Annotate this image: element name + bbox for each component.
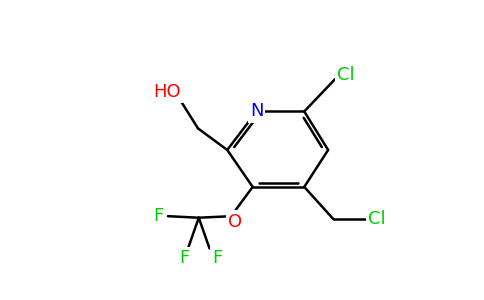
Text: F: F bbox=[153, 207, 164, 225]
Text: Cl: Cl bbox=[368, 210, 385, 228]
Text: N: N bbox=[250, 103, 263, 121]
Text: F: F bbox=[212, 249, 222, 267]
Text: F: F bbox=[179, 249, 189, 267]
Text: O: O bbox=[228, 213, 242, 231]
Text: HO: HO bbox=[153, 83, 181, 101]
Text: Cl: Cl bbox=[337, 65, 355, 83]
